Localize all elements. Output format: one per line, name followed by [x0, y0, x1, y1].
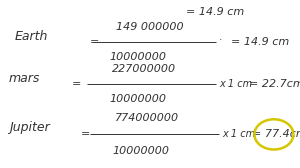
Text: 227000000: 227000000 [112, 64, 176, 74]
Text: = 14.9 cm: = 14.9 cm [186, 7, 244, 17]
Text: Earth: Earth [15, 30, 48, 44]
Text: = 22.7cm: = 22.7cm [249, 79, 300, 89]
Text: =: = [72, 79, 81, 89]
Text: = 14.9 cm: = 14.9 cm [231, 37, 289, 47]
Text: x 1 cm: x 1 cm [222, 129, 255, 139]
Text: 774000000: 774000000 [115, 113, 179, 123]
Text: 10000000: 10000000 [112, 146, 170, 156]
Text: x 1 cm: x 1 cm [219, 79, 252, 89]
Text: =: = [81, 129, 90, 139]
Text: 10000000: 10000000 [110, 52, 166, 62]
Text: =: = [90, 37, 99, 47]
Text: mars: mars [9, 72, 40, 86]
Text: 10000000: 10000000 [110, 94, 166, 104]
Text: = 77.4cm: = 77.4cm [252, 129, 300, 139]
Text: ·: · [219, 35, 222, 45]
Text: Jupiter: Jupiter [9, 121, 50, 134]
Text: 149 000000: 149 000000 [116, 22, 184, 32]
